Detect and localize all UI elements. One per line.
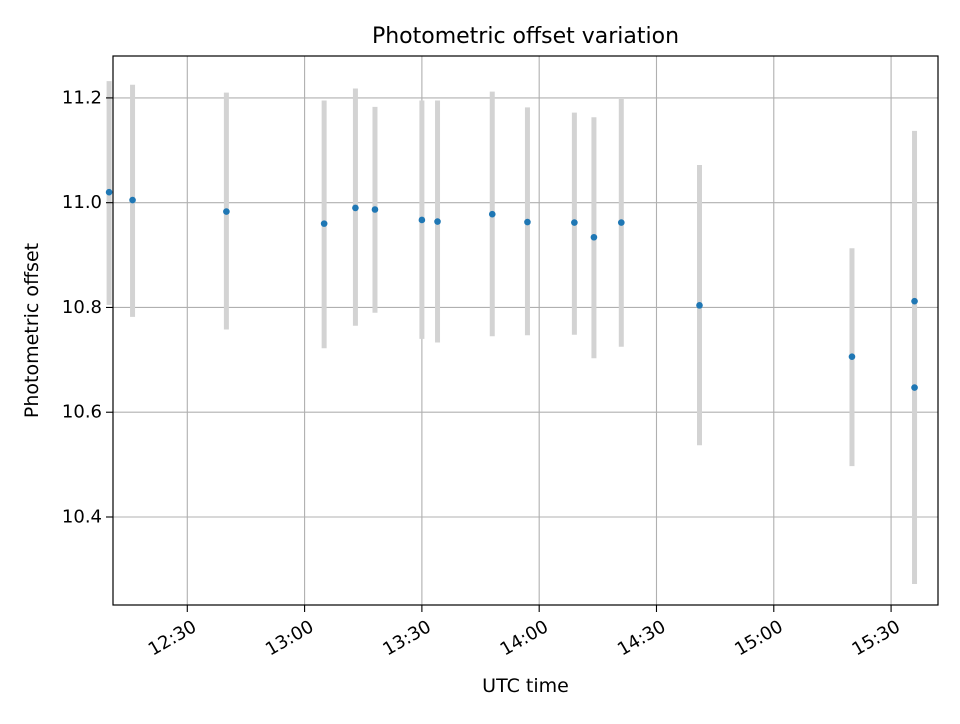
data-point: [524, 218, 531, 226]
data-point: [911, 297, 918, 305]
data-point: [911, 384, 918, 391]
chart-title: Photometric offset variation: [372, 24, 679, 49]
y-tick-label: 10.4: [62, 506, 102, 527]
y-tick-label: 11.2: [62, 87, 102, 108]
y-tick-label: 11.0: [62, 192, 102, 213]
data-point: [617, 219, 625, 226]
data-point: [696, 302, 703, 309]
y-axis-ticks: 10.4 10.6 10.8 11.0 11.2: [62, 87, 113, 527]
data-point: [320, 220, 328, 227]
x-axis-label: UTC time: [482, 675, 569, 697]
data-point: [352, 204, 359, 212]
data-point: [848, 353, 856, 360]
y-axis-label: Photometric offset: [21, 243, 43, 418]
data-point: [371, 206, 379, 213]
data-point: [223, 208, 230, 215]
data-point: [571, 219, 578, 226]
data-point: [488, 210, 496, 218]
plot-frame: [112, 55, 939, 606]
y-tick-label: 10.8: [62, 297, 102, 318]
data-point: [418, 216, 426, 224]
data-point: [129, 196, 136, 204]
y-tick-label: 10.6: [62, 402, 102, 423]
data-point: [434, 218, 441, 225]
data-point: [590, 233, 598, 241]
data-points: [105, 188, 918, 391]
data-point: [105, 188, 113, 196]
